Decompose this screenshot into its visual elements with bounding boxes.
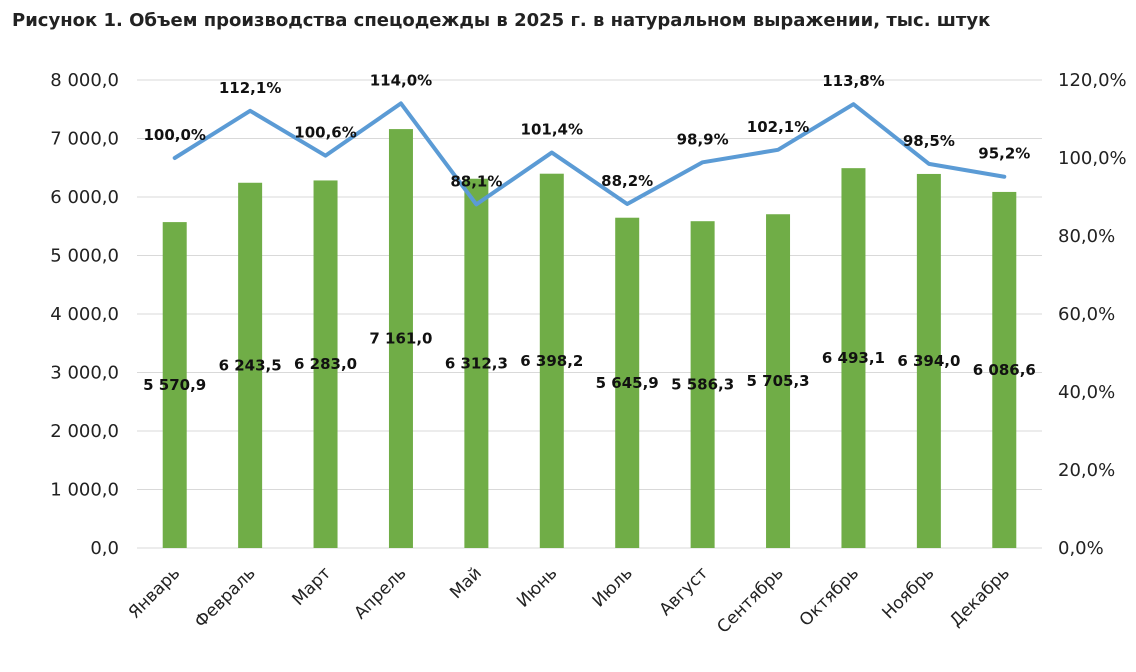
bar-value-label: 6 394,0: [897, 352, 960, 370]
percent-value-label: 98,9%: [677, 130, 729, 148]
percent-value-label: 100,0%: [143, 126, 205, 144]
bar-labels: 5 570,9 6 243,5 6 283,0 7 161,0 6 312,3 6 398…: [143, 330, 1036, 395]
bars: [162, 129, 1017, 549]
percent-value-label: 95,2%: [978, 145, 1030, 163]
bar: [464, 178, 489, 548]
category-label: Март: [289, 563, 336, 610]
category-label: Январь: [125, 563, 185, 623]
left-tick-label: 3 000,0: [50, 363, 119, 384]
gridlines: [137, 79, 1042, 549]
category-label: Май: [446, 563, 486, 603]
bar-value-label: 5 586,3: [671, 376, 734, 394]
bar: [238, 182, 263, 548]
percent-line-series: [172, 101, 1007, 207]
percent-value-label: 102,1%: [747, 118, 809, 136]
bar: [313, 180, 338, 548]
left-tick-label: 5 000,0: [50, 246, 119, 267]
bar: [992, 191, 1017, 548]
bar: [615, 217, 640, 548]
left-tick-label: 4 000,0: [50, 304, 119, 325]
bar-value-label: 5 705,3: [746, 372, 809, 390]
category-label: Ноябрь: [879, 563, 939, 623]
right-tick-label: 40,0%: [1058, 382, 1115, 403]
percent-value-label: 113,8%: [822, 72, 884, 90]
bar: [388, 129, 413, 549]
category-label: Июнь: [513, 563, 561, 611]
category-label: Август: [656, 563, 713, 620]
percent-value-label: 88,2%: [601, 172, 653, 190]
bar-value-label: 6 243,5: [219, 356, 282, 374]
percent-line: [172, 101, 1007, 207]
bar-value-label: 6 086,6: [973, 361, 1036, 379]
percent-value-label: 101,4%: [521, 121, 583, 139]
category-label: Февраль: [191, 563, 260, 632]
bar: [841, 168, 866, 548]
bar-value-label: 7 161,0: [369, 330, 432, 348]
right-tick-label: 0,0%: [1058, 538, 1104, 559]
bar: [766, 214, 791, 549]
percent-labels: 100,0% 112,1% 100,6% 114,0% 88,1% 101,4% 88,2%…: [143, 71, 1030, 190]
bar-value-label: 6 312,3: [445, 354, 508, 372]
category-label: Октябрь: [796, 563, 863, 630]
bar: [916, 173, 941, 549]
category-label: Апрель: [350, 563, 410, 623]
bar-value-label: 5 570,9: [143, 376, 206, 394]
category-label: Сентябрь: [713, 563, 787, 637]
category-label: Декабрь: [946, 563, 1014, 631]
left-tick-label: 7 000,0: [50, 129, 119, 150]
percent-value-label: 100,6%: [294, 124, 356, 142]
percent-value-label: 98,5%: [903, 132, 955, 150]
category-label: Июль: [589, 563, 637, 611]
right-axis: 0,0% 20,0% 40,0% 60,0% 80,0% 100,0% 120,0%: [1058, 70, 1127, 559]
percent-value-label: 88,1%: [450, 172, 502, 190]
left-tick-label: 0,0: [90, 538, 119, 559]
left-tick-label: 8 000,0: [50, 70, 119, 91]
percent-value-label: 114,0%: [370, 71, 432, 89]
bar-value-label: 6 398,2: [520, 352, 583, 370]
percent-value-label: 112,1%: [219, 79, 281, 97]
bar: [539, 173, 564, 548]
bar-value-label: 6 283,0: [294, 355, 357, 373]
x-axis: Январь Февраль Март Апрель Май Июнь Июль Август…: [125, 563, 1014, 637]
bar: [162, 222, 187, 548]
left-tick-label: 1 000,0: [50, 480, 119, 501]
bar-value-label: 6 493,1: [822, 349, 885, 367]
left-axis: 0,0 1 000,0 2 000,0 3 000,0 4 000,0 5 000,0 6 …: [50, 70, 119, 559]
bar: [690, 221, 715, 548]
left-tick-label: 6 000,0: [50, 187, 119, 208]
left-tick-label: 2 000,0: [50, 421, 119, 442]
right-tick-label: 20,0%: [1058, 460, 1115, 481]
chart-title: Рисунок 1. Объем производства спецодежды…: [12, 10, 991, 31]
bar-value-label: 5 645,9: [596, 374, 659, 392]
right-tick-label: 120,0%: [1058, 70, 1127, 91]
right-tick-label: 100,0%: [1058, 148, 1127, 169]
right-tick-label: 60,0%: [1058, 304, 1115, 325]
right-tick-label: 80,0%: [1058, 226, 1115, 247]
